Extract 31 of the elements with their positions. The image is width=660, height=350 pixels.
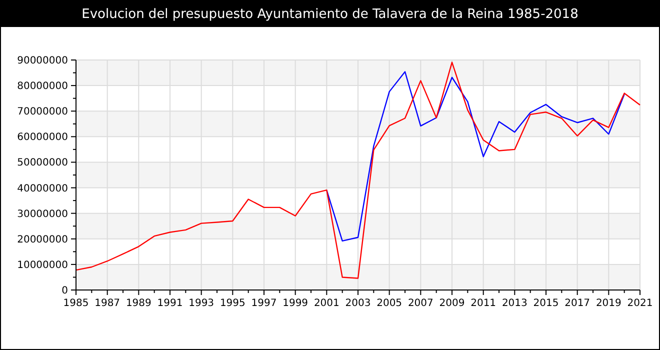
x-tick-label: 2001	[314, 298, 340, 309]
y-tick-label: 20000000	[17, 234, 68, 246]
x-tick-label: 1997	[251, 298, 277, 309]
x-tick-label: 1995	[220, 298, 246, 309]
y-tick-label: 60000000	[17, 132, 68, 144]
line-series	[326, 71, 625, 242]
x-tick-label: 2003	[345, 298, 371, 309]
y-tick-label: 90000000	[17, 56, 68, 66]
chart-title: Evolucion del presupuesto Ayuntamiento de Talavera de la Reina 1985-2018	[82, 7, 578, 22]
y-tick-label: 0	[62, 286, 68, 296]
x-tick-label: 1991	[157, 298, 183, 309]
y-tick-label: 10000000	[17, 260, 68, 271]
x-tick-label: 1993	[188, 298, 214, 309]
y-tick-label: 80000000	[17, 81, 68, 92]
x-tick-label: 2009	[439, 298, 465, 309]
y-tick-label: 50000000	[17, 158, 68, 169]
x-tick-label: 2021	[627, 298, 653, 309]
x-tick-label: 2011	[470, 298, 496, 309]
x-tick-label: 1999	[282, 298, 308, 309]
x-tick-label: 2019	[596, 298, 622, 309]
x-tick-label: 2013	[502, 298, 528, 309]
x-tick-label: 1987	[94, 298, 120, 309]
x-tick-label: 2007	[408, 298, 434, 309]
y-tick-label: 70000000	[17, 106, 68, 118]
x-tick-label: 2017	[564, 298, 590, 309]
y-tick-label: 30000000	[17, 208, 68, 220]
x-tick-label: 1989	[126, 298, 152, 309]
x-tick-label: 2005	[376, 298, 402, 309]
x-tick-label: 1985	[63, 298, 89, 309]
x-tick-label: 2015	[533, 298, 559, 309]
y-tick-label: 40000000	[17, 183, 68, 194]
